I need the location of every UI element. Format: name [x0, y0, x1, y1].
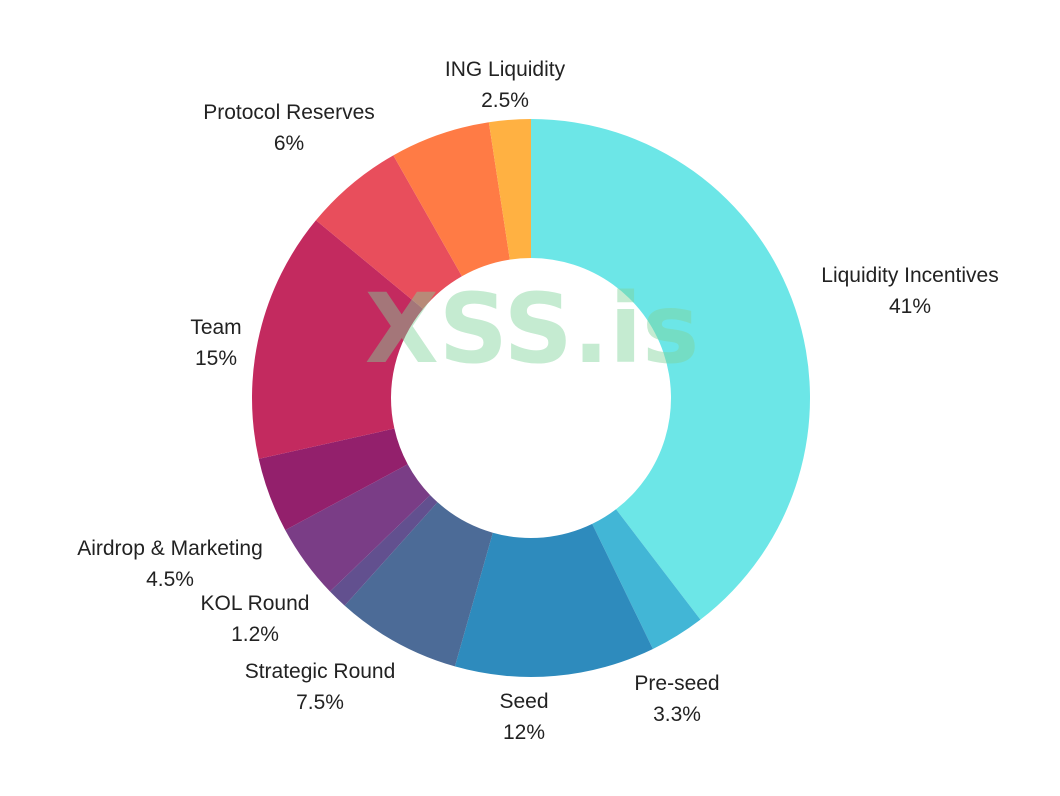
label-airdrop-marketing: Airdrop & Marketing	[77, 537, 263, 560]
value-label-liquidity-incentives: 41%	[889, 295, 931, 318]
slice-protocol-reserves	[393, 122, 510, 277]
slice-labels: Liquidity Incentives 41% Pre-seed 3.3% Seed 1…	[77, 58, 999, 744]
value-label-ing-liquidity: 2.5%	[481, 89, 529, 112]
label-liquidity-incentives: Liquidity Incentives	[821, 264, 998, 287]
label-protocol-reserves: Protocol Reserves	[203, 101, 375, 124]
slice-liquidity-incentives	[531, 119, 810, 620]
slice-pre-seed	[592, 509, 701, 649]
label-seed: Seed	[499, 690, 548, 713]
value-label-strategic-round: 7.5%	[296, 691, 344, 714]
slice-unlabeled-8	[315, 155, 462, 309]
label-kol-round: KOL Round	[201, 592, 310, 615]
label-strategic-round: Strategic Round	[245, 660, 396, 683]
slice-ing-liquidity	[488, 119, 531, 260]
label-pre-seed: Pre-seed	[634, 672, 719, 695]
value-label-kol-round: 1.2%	[231, 623, 279, 646]
value-label-team: 15%	[195, 347, 237, 370]
donut-slices	[251, 119, 810, 677]
value-label-airdrop-marketing: 4.5%	[146, 568, 194, 591]
slice-kol-round	[330, 495, 438, 606]
value-label-pre-seed: 3.3%	[653, 703, 701, 726]
slice-airdrop-marketing	[285, 464, 431, 592]
watermark: XSS.is	[365, 273, 700, 385]
slice-unlabeled-6	[258, 428, 408, 531]
slice-seed	[454, 523, 653, 677]
slice-strategic-round	[344, 502, 493, 667]
slice-team	[251, 220, 424, 459]
value-label-protocol-reserves: 6%	[274, 132, 304, 155]
label-team: Team	[190, 316, 241, 339]
label-ing-liquidity: ING Liquidity	[445, 58, 566, 81]
value-label-seed: 12%	[503, 721, 545, 744]
